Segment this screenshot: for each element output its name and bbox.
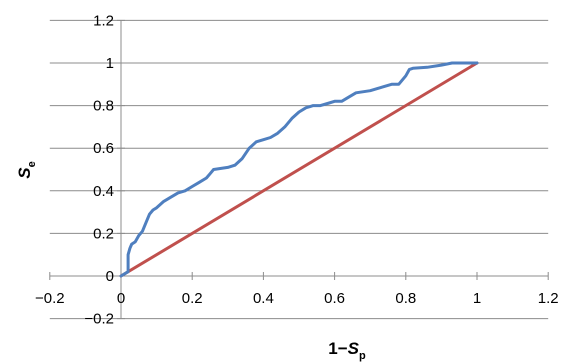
y-axis-title: Se — [15, 161, 38, 178]
series-lines — [119, 61, 479, 278]
gridlines — [49, 19, 549, 320]
x-tick-label: 0 — [117, 290, 125, 307]
x-tick-label: −0.2 — [35, 290, 65, 307]
y-axis-title-subscript: e — [26, 161, 38, 167]
axes — [49, 19, 549, 320]
x-tick-label: 1.2 — [538, 290, 559, 307]
y-tick-label: 0 — [106, 268, 114, 285]
x-tick-labels: −0.2 0 0.2 0.4 0.6 0.8 1 1.2 — [35, 290, 559, 307]
x-axis-title-subscript: p — [359, 350, 366, 362]
x-axis-title-prefix: 1− — [328, 339, 347, 358]
y-tick-label: −0.2 — [84, 311, 114, 328]
x-axis-title-var: S — [348, 339, 360, 358]
series-line-2 — [119, 61, 479, 278]
y-tick-label: 1.2 — [93, 12, 114, 29]
y-axis-title-group: Se — [15, 161, 38, 178]
y-tick-label: 0.8 — [93, 98, 114, 115]
y-axis-title-var: S — [15, 167, 34, 179]
y-tick-label: 1 — [106, 55, 114, 72]
y-tick-label: 0.2 — [93, 225, 114, 242]
y-tick-label: 0.6 — [93, 140, 114, 157]
x-tick-label: 0.2 — [182, 290, 203, 307]
y-tick-label: 0.4 — [93, 183, 114, 200]
y-tick-labels: −0.2 0 0.2 0.4 0.6 0.8 1 1.2 — [84, 12, 114, 327]
x-tick-label: 0.8 — [395, 290, 416, 307]
series-line-1 — [119, 61, 479, 278]
x-tick-label: 1 — [473, 290, 481, 307]
x-tick-label: 0.6 — [324, 290, 345, 307]
x-axis-title: 1−Sp — [328, 339, 366, 362]
x-tick-label: 0.4 — [253, 290, 274, 307]
